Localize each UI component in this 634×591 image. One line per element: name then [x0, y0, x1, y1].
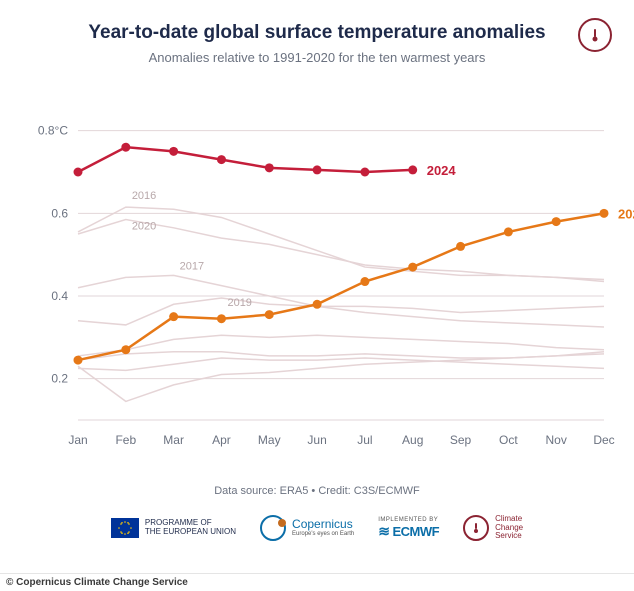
svg-text:Feb: Feb [115, 433, 136, 447]
svg-text:2019: 2019 [227, 297, 251, 309]
svg-text:Sep: Sep [450, 433, 472, 447]
ccs-label: Climate Change Service [495, 515, 523, 541]
ccs-logo: Climate Change Service [463, 515, 523, 541]
ecmwf-label: IMPLEMENTED BY ≋ECMWF [378, 517, 439, 539]
svg-text:Jun: Jun [307, 433, 326, 447]
ccs-icon [463, 515, 489, 541]
copyright-bar: © Copernicus Climate Change Service [0, 573, 634, 591]
footer-logos: PROGRAMME OF THE EUROPEAN UNION Copernic… [0, 510, 634, 546]
chart-header: Year-to-date global surface temperature … [0, 22, 634, 65]
eu-label: PROGRAMME OF THE EUROPEAN UNION [145, 519, 236, 537]
chart-subtitle: Anomalies relative to 1991-2020 for the … [0, 50, 634, 65]
attribution-text: Data source: ERA5 • Credit: C3S/ECMWF [0, 485, 634, 497]
svg-text:2020: 2020 [132, 221, 156, 233]
chart-area: 0.2 0.4 0.6 0.8°C Jan Feb Mar Apr May Jun Jul Aug Se… [0, 90, 634, 470]
copernicus-label: Copernicus Europe's eyes on Earth [292, 518, 354, 538]
wave-icon: ≋ [378, 523, 389, 539]
eu-flag-icon [111, 518, 139, 538]
svg-text:Oct: Oct [499, 433, 518, 447]
page: Year-to-date global surface temperature … [0, 0, 634, 591]
ecmwf-logo: IMPLEMENTED BY ≋ECMWF [378, 517, 439, 539]
svg-text:May: May [258, 433, 281, 447]
svg-text:Nov: Nov [546, 433, 567, 447]
svg-text:Jul: Jul [357, 433, 372, 447]
eu-logo: PROGRAMME OF THE EUROPEAN UNION [111, 518, 236, 538]
svg-text:0.6: 0.6 [51, 206, 68, 220]
svg-text:2016: 2016 [132, 190, 156, 202]
chart-title: Year-to-date global surface temperature … [0, 22, 634, 44]
svg-text:Apr: Apr [212, 433, 231, 447]
svg-text:Mar: Mar [163, 433, 184, 447]
svg-text:0.4: 0.4 [51, 289, 68, 303]
svg-text:0.8°C: 0.8°C [38, 124, 68, 138]
svg-text:Aug: Aug [402, 433, 423, 447]
svg-text:0.2: 0.2 [51, 372, 68, 386]
line-chart: 0.2 0.4 0.6 0.8°C Jan Feb Mar Apr May Jun Jul Aug Se… [0, 90, 634, 470]
svg-text:2024: 2024 [427, 163, 457, 178]
svg-text:Jan: Jan [68, 433, 87, 447]
svg-text:2017: 2017 [180, 260, 204, 272]
svg-text:2023: 2023 [618, 206, 634, 221]
svg-text:Dec: Dec [593, 433, 614, 447]
copernicus-icon [260, 515, 286, 541]
copernicus-logo: Copernicus Europe's eyes on Earth [260, 515, 354, 541]
